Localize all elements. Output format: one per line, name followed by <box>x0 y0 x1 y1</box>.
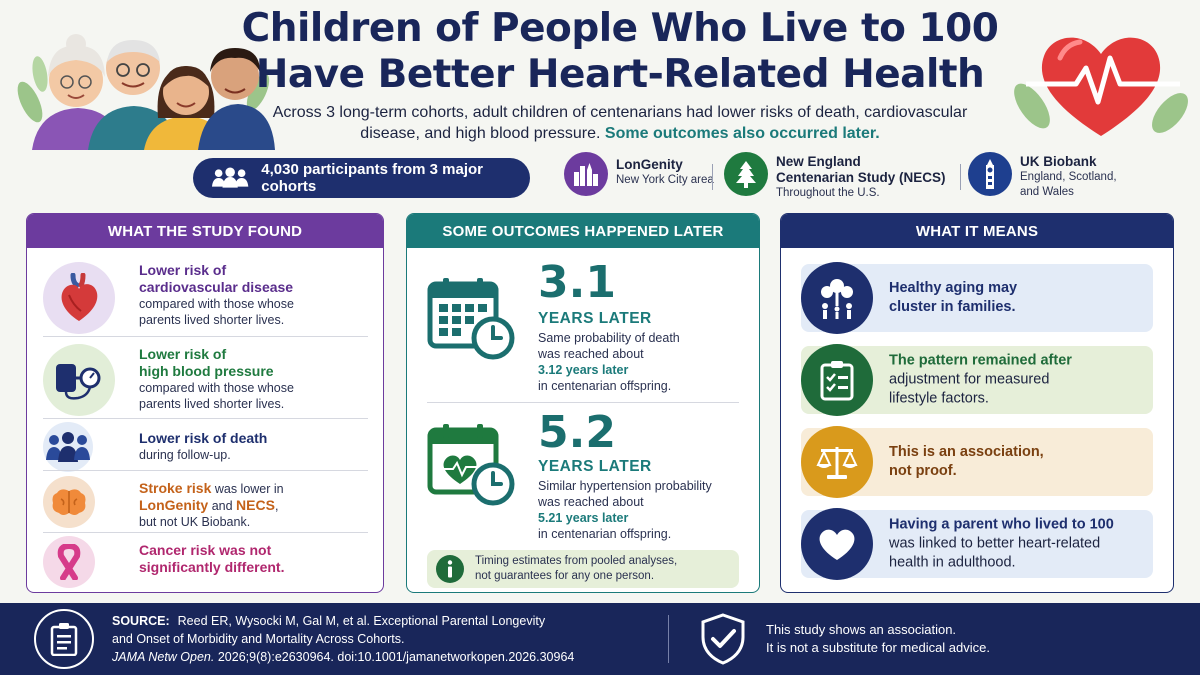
awareness-ribbon-icon <box>57 544 81 580</box>
brain-icon <box>52 489 86 515</box>
finding-stroke: Stroke risk was lower in LonGenity and N… <box>43 474 368 534</box>
pine-tree-icon <box>736 161 756 188</box>
people-group-icon <box>46 432 90 462</box>
info-icon <box>436 555 464 583</box>
cohort-longenity: LonGenity New York City area <box>564 152 714 196</box>
people-group-icon <box>211 167 249 188</box>
later-value-hypertension: 5.2 <box>538 407 616 458</box>
city-skyline-icon <box>574 163 598 186</box>
finding-blood-pressure: Lower risk of high blood pressure compar… <box>43 342 368 418</box>
meaning-card-association: This is an association, not proof. <box>801 426 1153 498</box>
big-ben-icon <box>986 159 994 189</box>
footer: SOURCE: Reed ER, Wysocki M, Gal M, et al.… <box>0 603 1200 675</box>
later-panel: SOME OUTCOMES HAPPENED LATER 3.1 YEARS L… <box>406 213 760 593</box>
calendar-heart-clock-icon <box>427 424 515 506</box>
cohort-necs: New England Centenarian Study (NECS) Thr… <box>724 152 946 201</box>
heart-icon <box>819 529 855 560</box>
findings-panel: WHAT THE STUDY FOUND Lower risk of cardi… <box>26 213 384 593</box>
later-desc-hypertension: Similar hypertension probability was rea… <box>538 479 712 541</box>
meaning-card-families: Healthy aging may cluster in families. <box>801 262 1153 334</box>
meaning-card-parent-100: Having a parent who lived to 100 was lin… <box>801 508 1153 580</box>
meaning-panel: WHAT IT MEANS Healthy aging may cluster … <box>780 213 1174 593</box>
heart-organ-icon <box>61 273 98 321</box>
clipboard-checklist-icon <box>820 361 854 401</box>
later-value-death: 3.1 <box>538 257 616 308</box>
meaning-title: WHAT IT MEANS <box>781 214 1173 248</box>
page-title: Children of People Who Live to 100 Have … <box>241 6 999 97</box>
subtitle-highlight: Some outcomes also occurred later. <box>604 125 880 142</box>
clipboard-icon <box>34 609 94 669</box>
findings-title: WHAT THE STUDY FOUND <box>27 214 383 248</box>
later-unit: YEARS LATER <box>538 458 652 475</box>
shield-check-icon <box>701 613 745 665</box>
meaning-card-adjustment: The pattern remained after adjustment fo… <box>801 344 1153 416</box>
finding-death: Lower risk of death during follow-up. <box>43 422 368 474</box>
disclaimer: This study shows an association. It is n… <box>766 622 990 655</box>
calendar-clock-icon <box>427 278 515 360</box>
heart-pulse-icon <box>1014 37 1188 136</box>
page-subtitle: Across 3 long-term cohorts, adult childr… <box>272 104 968 142</box>
finding-cardiovascular: Lower risk of cardiovascular disease com… <box>43 258 368 334</box>
cohort-uk-biobank: UK Biobank England, Scotland, and Wales <box>968 152 1117 200</box>
later-desc-death: Same probability of death was reached ab… <box>538 331 680 393</box>
family-tree-icon <box>821 279 853 319</box>
later-unit: YEARS LATER <box>538 310 652 327</box>
finding-cancer: Cancer risk was not significantly differ… <box>43 536 368 590</box>
later-title: SOME OUTCOMES HAPPENED LATER <box>407 214 759 248</box>
participants-pill: 4,030 participants from 3 major cohorts <box>193 158 530 198</box>
scales-icon <box>816 447 858 479</box>
family-illustration <box>17 34 275 150</box>
timing-note: Timing estimates from pooled analyses, n… <box>427 550 739 588</box>
source-citation: SOURCE: Reed ER, Wysocki M, Gal M, et al.… <box>112 614 575 664</box>
blood-pressure-monitor-icon <box>56 364 101 400</box>
